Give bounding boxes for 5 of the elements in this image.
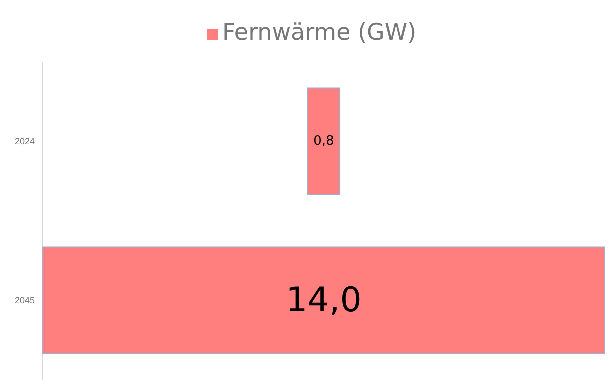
category-label: 2024: [14, 136, 35, 146]
data-label: 14,0: [286, 280, 362, 320]
data-label: 0,8: [314, 134, 334, 149]
category-label: 2045: [14, 295, 35, 306]
legend-label: Fernwärme (GW): [222, 20, 417, 46]
